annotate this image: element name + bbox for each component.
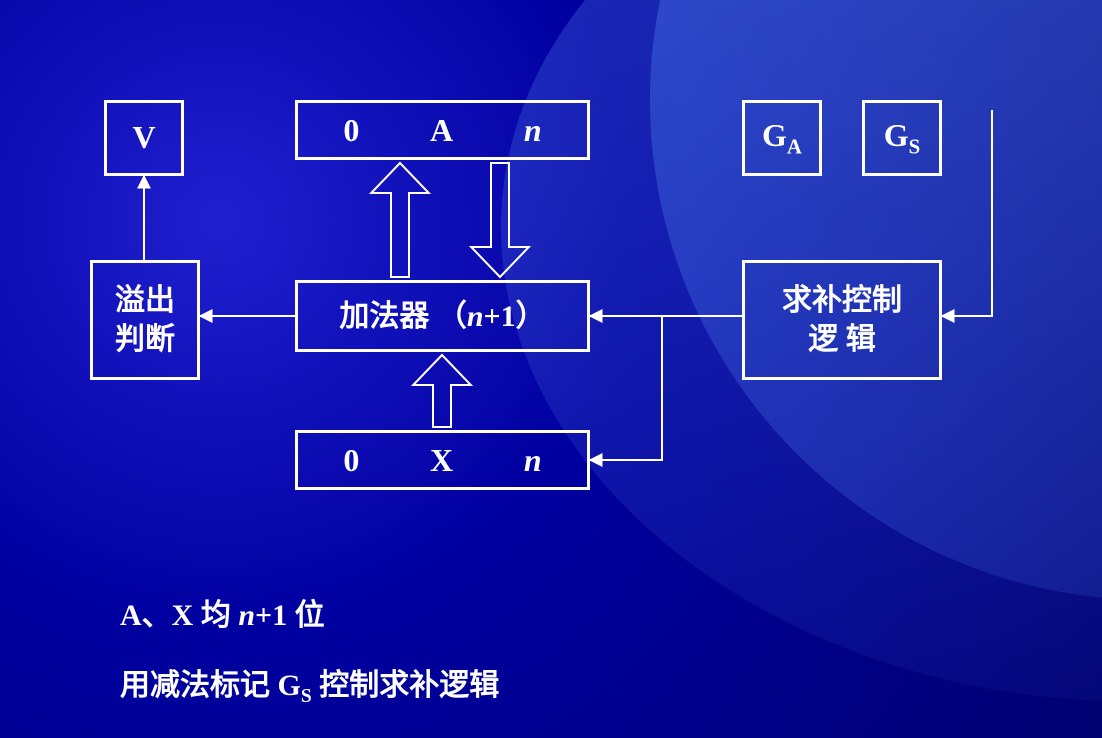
thick-arrow-up — [413, 355, 471, 427]
node-overflow: 溢出判断 — [90, 260, 200, 380]
node-A-label: 0An — [298, 112, 587, 149]
thin-arrow — [590, 316, 662, 460]
node-GA-label: GA — [762, 115, 802, 160]
node-X: 0Xn — [295, 430, 590, 490]
node-adder: 加法器 （n+1） — [295, 280, 590, 352]
thick-arrow-down — [471, 163, 529, 277]
node-comp: 求补控制逻 辑 — [742, 260, 942, 380]
thick-arrow-up — [371, 163, 429, 277]
caption-0: A、X 均 n+1 位 — [120, 590, 325, 634]
node-V-label: V — [132, 117, 155, 159]
diagram-stage: V 0An GA GS 溢出判断 加法器 （n+1） 求补控制逻 辑 0Xn A、X 均 n+… — [0, 0, 1102, 738]
node-V: V — [104, 100, 184, 176]
thin-arrow — [942, 110, 992, 316]
node-GA: GA — [742, 100, 822, 176]
node-GS: GS — [862, 100, 942, 176]
node-A: 0An — [295, 100, 590, 160]
node-GS-label: GS — [884, 115, 920, 160]
node-comp-label: 求补控制逻 辑 — [782, 281, 902, 359]
caption-1: 用减法标记 GS 控制求补逻辑 — [120, 660, 499, 708]
node-X-label: 0Xn — [298, 442, 587, 479]
node-adder-label: 加法器 （n+1） — [339, 297, 545, 336]
node-overflow-label: 溢出判断 — [115, 281, 175, 359]
